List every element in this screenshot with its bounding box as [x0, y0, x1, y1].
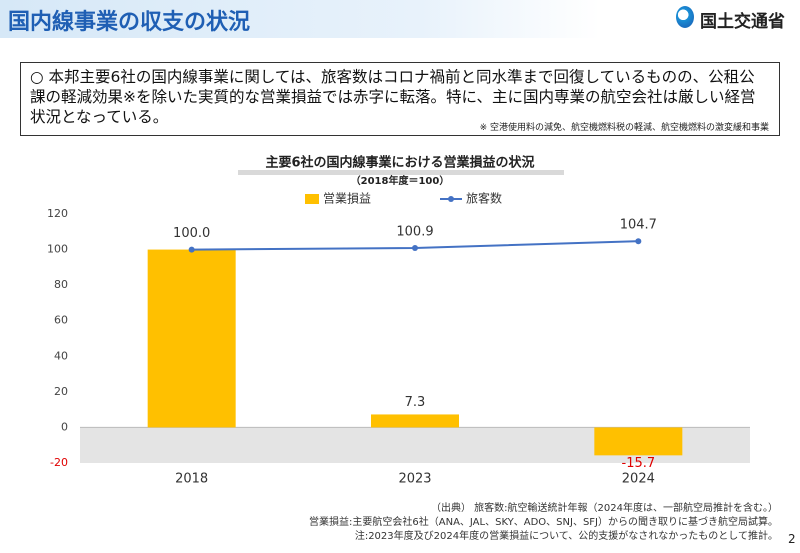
logo: 国土交通省 — [700, 12, 785, 32]
source-line: 注:2023年度及び2024年度の営業損益について、公的支援がなされなかったもの… — [354, 531, 778, 542]
y-tick-label: 60 — [54, 314, 68, 327]
logo-icon — [676, 6, 694, 28]
point — [412, 244, 418, 251]
header-title: 国内線事業の収支の状況 — [8, 10, 251, 35]
data-label: 104.7 — [620, 218, 657, 233]
chart-title: 主要6社の国内線事業における営業損益の状況 — [265, 155, 534, 171]
source-line: （出典） 旅客数:航空輸送統計年報（2024年度は、一部航空局推計を含む。） — [431, 503, 778, 514]
y-tick-label: 80 — [54, 278, 68, 291]
data-label: 7.3 — [405, 395, 426, 410]
data-label: -15.7 — [622, 456, 656, 471]
header-band: 国内線事業の収支の状況 — [0, 0, 600, 38]
source-line: 営業損益:主要航空会社6社（ANA、JAL、SKY、ADO、SNJ、SFJ）から… — [309, 517, 778, 528]
summary-note: ※ 空港使用料の減免、航空機燃料税の軽減、航空機燃料の激変緩和事業 — [479, 123, 769, 133]
legend-swatch — [305, 194, 319, 204]
title-underline — [238, 170, 564, 175]
chart-subtitle: （2018年度＝100） — [351, 174, 450, 187]
point — [635, 238, 642, 245]
legend-label: 営業損益 — [323, 191, 371, 206]
y-tick-label: 0 — [61, 420, 68, 433]
data-label: 100.0 — [173, 226, 210, 241]
bar — [371, 414, 459, 428]
y-tick-label: 40 — [54, 349, 68, 362]
bar — [594, 427, 683, 456]
summary-box: ○ 本邦主要6社の国内線事業に関しては、旅客数はコロナ禍前と同水準まで回復してい… — [20, 62, 780, 136]
bar — [147, 249, 236, 428]
y-tick-label: 100 — [47, 243, 68, 256]
legend-marker — [448, 196, 454, 202]
x-tick-label: 2023 — [398, 472, 431, 487]
x-tick-label: 2018 — [175, 472, 208, 487]
y-tick-label: -20 — [50, 456, 68, 469]
sources: （出典） 旅客数:航空輸送統計年報（2024年度は、一部航空局推計を含む。） 営… — [309, 502, 778, 544]
y-tick-label: 20 — [54, 385, 68, 398]
point — [188, 246, 195, 253]
legend-label: 旅客数 — [466, 191, 502, 206]
data-label: 100.9 — [396, 224, 433, 239]
x-tick-label: 2024 — [622, 472, 655, 487]
summary-text: ○ 本邦主要6社の国内線事業に関しては、旅客数はコロナ禍前と同水準まで回復してい… — [30, 68, 756, 126]
chart: 主要6社の国内線事業における営業損益の状況 （2018年度＝100） -20 0 2… — [47, 155, 750, 487]
y-tick-label: 120 — [47, 207, 68, 220]
page-number: 2 — [788, 532, 796, 546]
